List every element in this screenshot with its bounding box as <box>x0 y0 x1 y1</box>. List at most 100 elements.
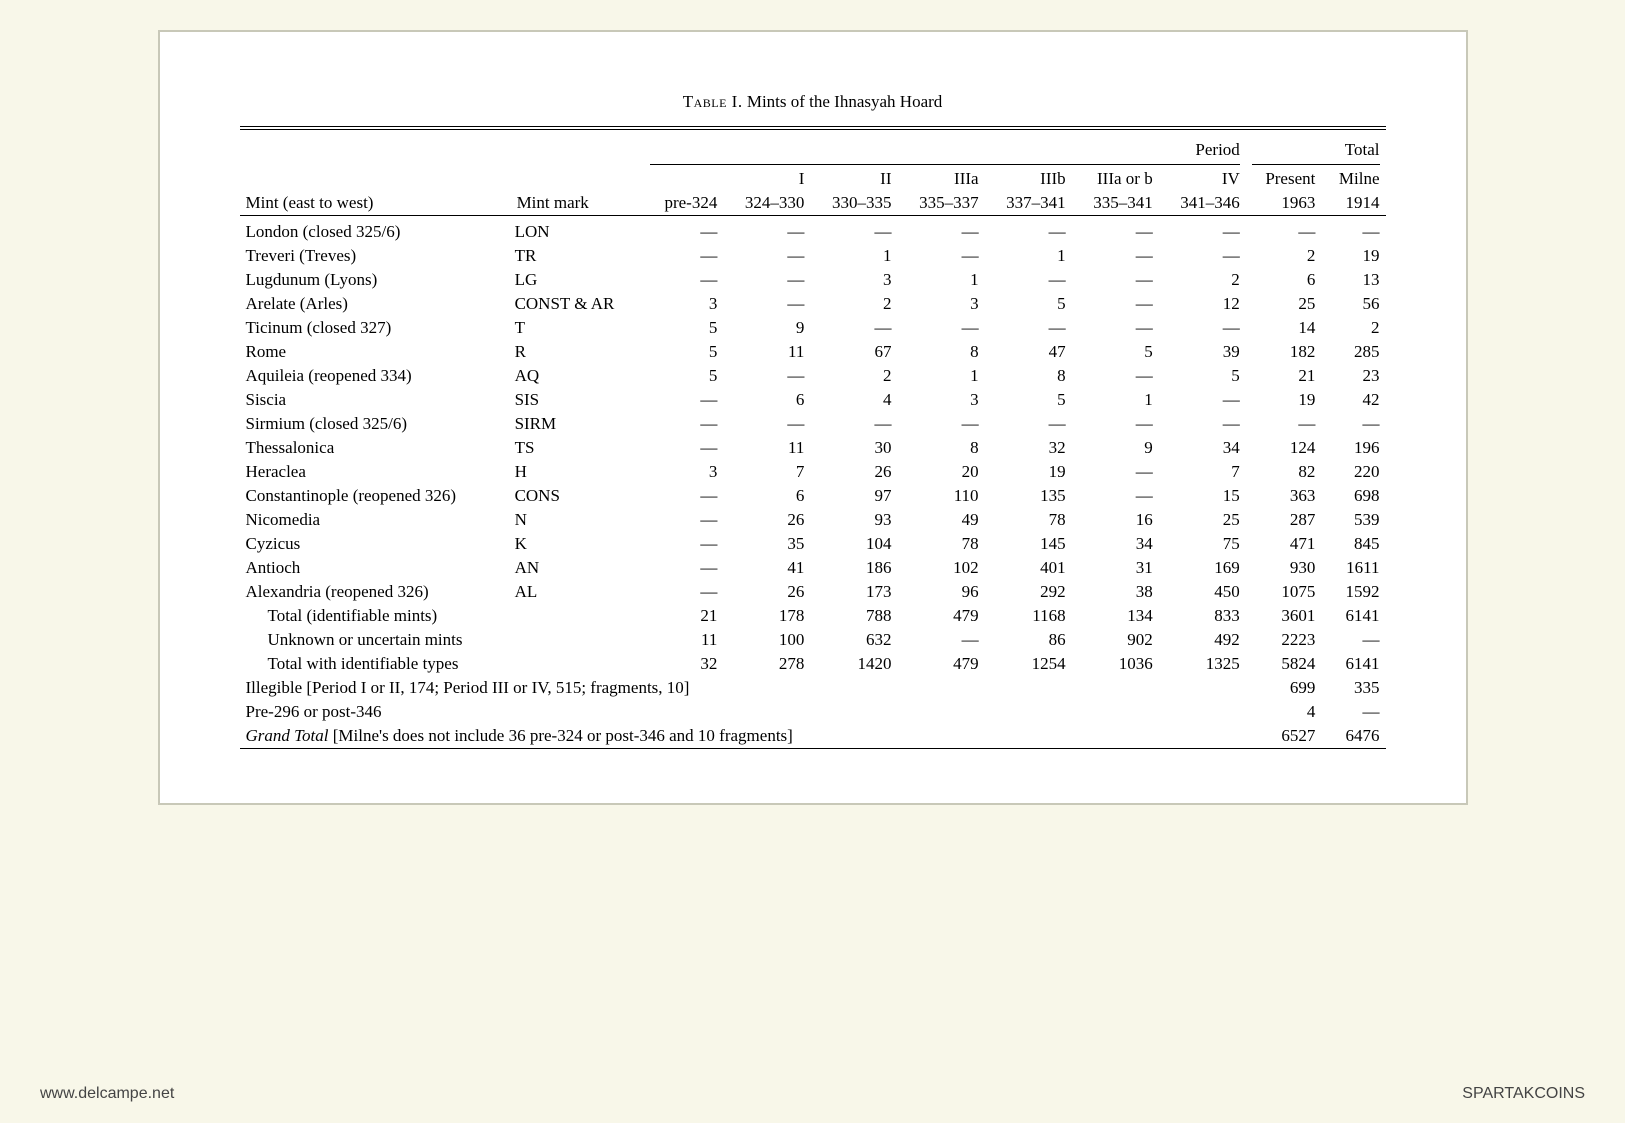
col-mint-mark: Mint mark <box>511 134 645 216</box>
span-row: Pre-296 or post-3464— <box>240 700 1386 724</box>
cell: 15 <box>1159 484 1246 508</box>
cell: 471 <box>1246 532 1322 556</box>
cell: 9 <box>1072 436 1159 460</box>
cell: 93 <box>810 508 897 532</box>
cell: 21 <box>1246 364 1322 388</box>
cell: 104 <box>810 532 897 556</box>
cell: 5 <box>644 316 723 340</box>
cell: 35 <box>723 532 810 556</box>
cell: — <box>644 412 723 436</box>
mint-name: Sirmium (closed 325/6) <box>240 412 511 436</box>
cell: — <box>644 532 723 556</box>
table-row: ThessalonicaTS—1130832934124196 <box>240 436 1386 460</box>
grand-total-row: Grand Total [Milne's does not include 36… <box>240 724 1386 749</box>
cell: 220 <box>1321 460 1385 484</box>
col-milne-bot: 1914 <box>1321 191 1385 216</box>
cell: 3 <box>644 460 723 484</box>
mint-mark: CONST & AR <box>511 292 645 316</box>
mint-mark: LG <box>511 268 645 292</box>
cell: — <box>1072 292 1159 316</box>
table-row: Sirmium (closed 325/6)SIRM————————— <box>240 412 1386 436</box>
col-present-top: Present <box>1246 167 1322 191</box>
cell: 1 <box>985 244 1072 268</box>
cell: 479 <box>897 652 984 676</box>
subtotal-row: Total (identifiable mints)21178788479116… <box>240 604 1386 628</box>
cell: 335 <box>1321 676 1385 700</box>
watermark-left: www.delcampe.net <box>40 1085 174 1103</box>
cell: 34 <box>1159 436 1246 460</box>
col-period-group: Period <box>644 134 1245 167</box>
cell: 5824 <box>1246 652 1322 676</box>
cell: — <box>723 220 810 244</box>
cell: 6 <box>723 388 810 412</box>
cell: 1254 <box>985 652 1072 676</box>
cell: 1075 <box>1246 580 1322 604</box>
cell: 1325 <box>1159 652 1246 676</box>
cell: 699 <box>1246 676 1322 700</box>
cell: 38 <box>1072 580 1159 604</box>
cell: 5 <box>1072 340 1159 364</box>
mint-name: Rome <box>240 340 511 364</box>
mint-mark: T <box>511 316 645 340</box>
col-IIIab-top: IIIa or b <box>1072 167 1159 191</box>
cell: 401 <box>985 556 1072 580</box>
col-pre324-bot: pre-324 <box>644 191 723 216</box>
cell: — <box>1072 316 1159 340</box>
cell: — <box>1159 316 1246 340</box>
table-title: Table I. Mints of the Ihnasyah Hoard <box>240 92 1386 112</box>
cell: 1611 <box>1321 556 1385 580</box>
mint-name: Arelate (Arles) <box>240 292 511 316</box>
mint-mark: R <box>511 340 645 364</box>
cell: — <box>1072 412 1159 436</box>
col-II-top: II <box>810 167 897 191</box>
document-page: Table I. Mints of the Ihnasyah Hoard Min… <box>158 30 1468 805</box>
cell: 47 <box>985 340 1072 364</box>
mint-mark: H <box>511 460 645 484</box>
grand-total-present: 6527 <box>1246 724 1322 749</box>
col-total-group: Total <box>1246 134 1386 167</box>
cell: 698 <box>1321 484 1385 508</box>
cell: 5 <box>985 388 1072 412</box>
cell: 30 <box>810 436 897 460</box>
cell: — <box>644 508 723 532</box>
cell: — <box>897 628 984 652</box>
cell: 3 <box>897 292 984 316</box>
cell: 6141 <box>1321 604 1385 628</box>
cell: — <box>1321 412 1385 436</box>
mint-mark: AL <box>511 580 645 604</box>
cell: 14 <box>1246 316 1322 340</box>
cell: — <box>985 316 1072 340</box>
cell: 2 <box>1321 316 1385 340</box>
cell: 363 <box>1246 484 1322 508</box>
mint-mark: TS <box>511 436 645 460</box>
watermark-right: SPARTAKCOINS <box>1462 1085 1585 1103</box>
cell: 8 <box>897 340 984 364</box>
cell: — <box>985 220 1072 244</box>
cell: 96 <box>897 580 984 604</box>
cell: — <box>723 244 810 268</box>
cell: 5 <box>644 340 723 364</box>
cell: 135 <box>985 484 1072 508</box>
cell: 26 <box>723 580 810 604</box>
cell: — <box>723 292 810 316</box>
table-body: London (closed 325/6)LON—————————Treveri… <box>240 220 1386 604</box>
cell: 21 <box>644 604 723 628</box>
cell: 5 <box>1159 364 1246 388</box>
mint-name: Siscia <box>240 388 511 412</box>
mint-name: Constantinople (reopened 326) <box>240 484 511 508</box>
cell: 1592 <box>1321 580 1385 604</box>
cell: — <box>1072 244 1159 268</box>
cell: — <box>985 412 1072 436</box>
span-row: Illegible [Period I or II, 174; Period I… <box>240 676 1386 700</box>
cell: 67 <box>810 340 897 364</box>
cell: — <box>897 244 984 268</box>
period-label: Period <box>650 136 1239 164</box>
mint-name: Thessalonica <box>240 436 511 460</box>
cell: 1036 <box>1072 652 1159 676</box>
cell: 13 <box>1321 268 1385 292</box>
cell: 285 <box>1321 340 1385 364</box>
cell: 75 <box>1159 532 1246 556</box>
col-mint: Mint (east to west) <box>240 134 511 216</box>
cell: 78 <box>897 532 984 556</box>
cell: 110 <box>897 484 984 508</box>
